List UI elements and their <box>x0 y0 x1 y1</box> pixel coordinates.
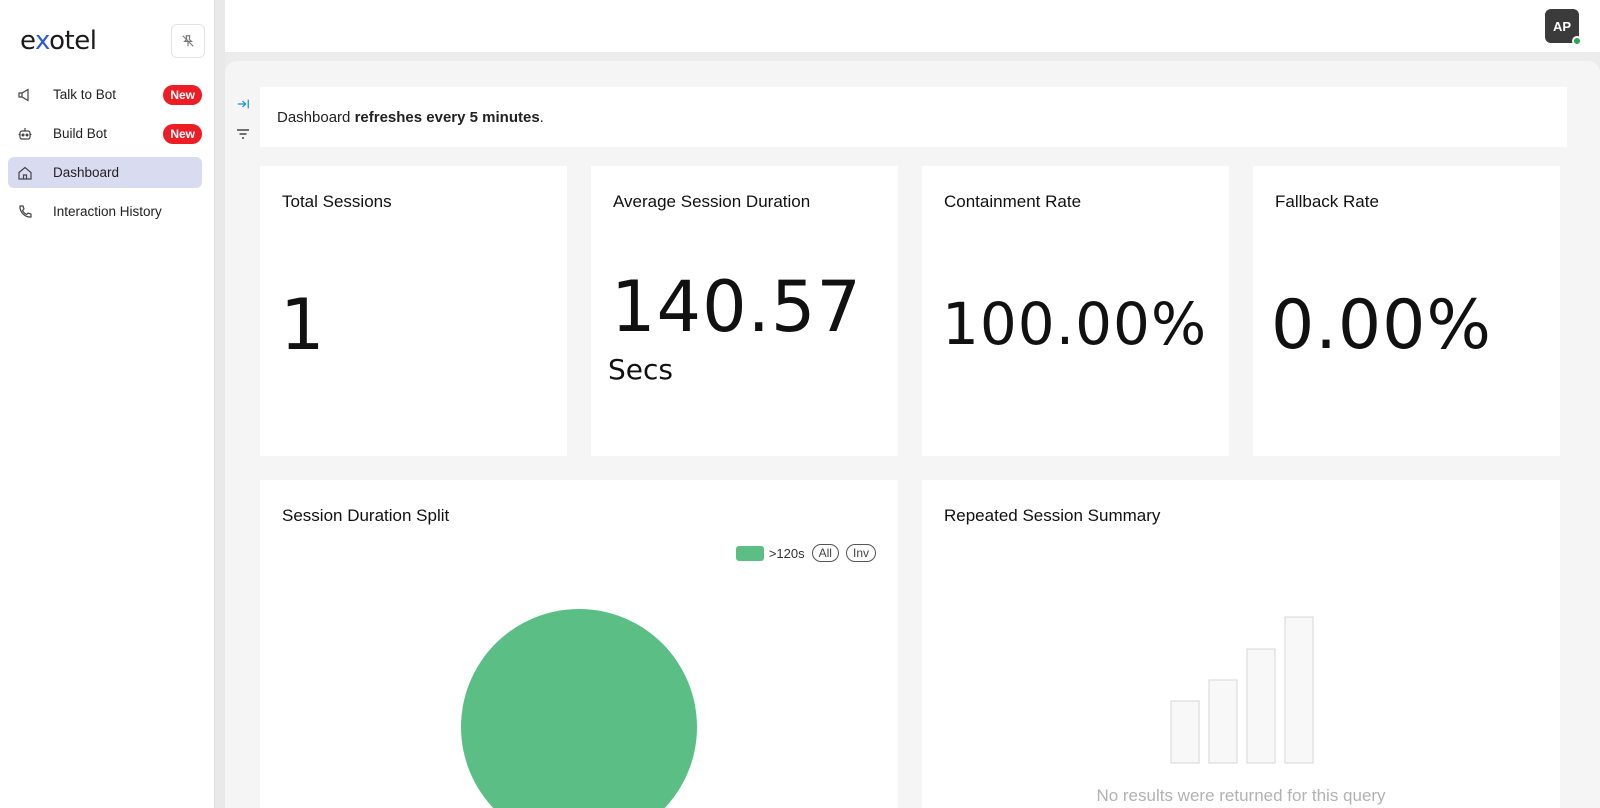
metric-unit: Secs <box>608 353 673 386</box>
card-title: Containment Rate <box>944 192 1082 211</box>
card-title: Session Duration Split <box>282 506 450 525</box>
side-tools <box>233 91 253 151</box>
chart-legend: >120s All Inv <box>735 544 876 562</box>
sidebar-divider <box>215 0 225 808</box>
unpin-sidebar-button[interactable] <box>171 24 205 58</box>
sidebar-item-label: Dashboard <box>53 165 120 180</box>
user-avatar[interactable]: AP <box>1545 9 1582 46</box>
sidebar-item-label: Build Bot <box>53 126 108 141</box>
empty-bar-chart-icon <box>1170 616 1314 764</box>
containment-rate-card: Containment Rate 100.00% <box>922 166 1229 456</box>
pie-slice-120s[interactable] <box>461 609 697 808</box>
metric-value: 1 <box>280 284 326 366</box>
sidebar-nav: Talk to Bot New Build Bot New Dashboard … <box>8 79 202 235</box>
legend-swatch[interactable] <box>735 545 764 561</box>
empty-state-message: No results were returned for this query <box>1096 786 1386 805</box>
home-icon <box>16 164 34 182</box>
legend-label[interactable]: >120s <box>768 545 805 561</box>
card-title: Repeated Session Summary <box>944 506 1161 525</box>
exotel-logo[interactable]: exotel <box>20 26 97 56</box>
card-title: Total Sessions <box>282 192 392 211</box>
megaphone-icon <box>16 86 34 104</box>
notice-suffix: . <box>539 108 544 126</box>
phone-icon <box>16 203 34 221</box>
avatar-initials: AP <box>1552 18 1572 34</box>
top-bar: AP <box>225 0 1600 52</box>
avg-session-duration-card: Average Session Duration 140.57 Secs <box>591 166 898 456</box>
total-sessions-card: Total Sessions 1 <box>260 166 567 456</box>
sidebar-item-interaction-history[interactable]: Interaction History <box>8 196 202 227</box>
legend-all-button[interactable]: All <box>811 544 839 562</box>
new-badge: New <box>163 85 202 105</box>
sidebar-item-dashboard[interactable]: Dashboard <box>8 157 202 188</box>
metric-value: 0.00% <box>1271 286 1493 365</box>
legend-invert-button[interactable]: Inv <box>845 544 876 562</box>
sidebar: exotel Talk to Bot New Build Bot New <box>0 0 215 808</box>
notice-prefix: Dashboard <box>277 108 351 126</box>
card-title: Fallback Rate <box>1275 192 1379 211</box>
dashboard-content: Dashboard refreshes every 5 minutes. Tot… <box>225 61 1600 808</box>
online-status-dot <box>1572 36 1582 46</box>
card-title: Average Session Duration <box>613 192 811 211</box>
session-duration-split-card: Session Duration Split >120s All Inv <box>260 480 898 808</box>
refresh-notice: Dashboard refreshes every 5 minutes. <box>260 87 1567 147</box>
filter-icon <box>237 129 249 139</box>
expand-panel-button[interactable] <box>233 91 253 117</box>
robot-icon <box>16 125 34 143</box>
metric-value: 100.00% <box>942 290 1208 358</box>
fallback-rate-card: Fallback Rate 0.00% <box>1253 166 1560 456</box>
sidebar-item-label: Interaction History <box>53 204 162 219</box>
sidebar-item-talk-to-bot[interactable]: Talk to Bot New <box>8 79 202 110</box>
pin-off-icon <box>182 35 194 47</box>
new-badge: New <box>163 124 202 144</box>
metric-value: 140.57 <box>611 266 862 348</box>
arrow-right-to-line-icon <box>237 99 249 109</box>
sidebar-item-build-bot[interactable]: Build Bot New <box>8 118 202 149</box>
notice-bold: refreshes every 5 minutes <box>354 108 540 126</box>
pie-chart <box>461 609 697 808</box>
filter-button[interactable] <box>233 121 253 147</box>
sidebar-item-label: Talk to Bot <box>53 87 117 102</box>
repeated-session-summary-card: Repeated Session Summary No results were… <box>922 480 1560 808</box>
